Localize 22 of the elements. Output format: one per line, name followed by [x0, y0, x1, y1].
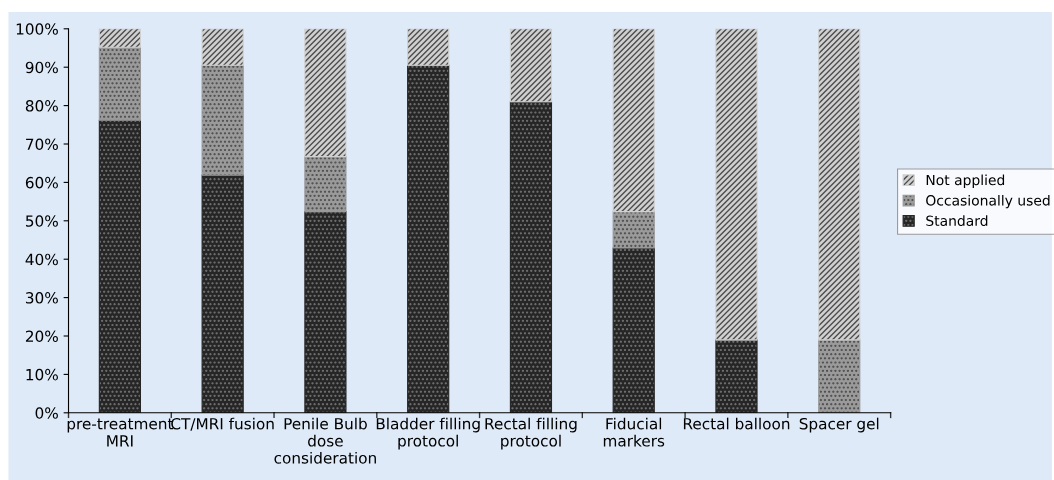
y-tick-label: 30%	[26, 292, 58, 304]
x-tick-label: Rectal balloon	[683, 417, 790, 430]
y-tick-label: 90%	[25, 61, 58, 74]
y-tick-label: 40%	[25, 253, 58, 266]
legend-label: Occasionally used	[926, 194, 1050, 209]
y-tick-label: 10%	[26, 368, 58, 381]
y-tick-label: 0%	[35, 407, 58, 419]
y-tick-label: 70%	[26, 138, 58, 151]
legend-label: Standard	[926, 215, 988, 227]
legend-label: Not applied	[926, 174, 1005, 188]
x-tick-label: CT/MRI fusion	[171, 417, 274, 431]
x-tick-label: Penile Bulb dose consideration	[274, 417, 376, 464]
y-tick-label: 20%	[25, 330, 58, 343]
y-tick-label: 60%	[25, 176, 58, 189]
x-tick-label: Spacer gel	[799, 417, 879, 433]
y-tick-label: 80%	[25, 100, 58, 112]
x-tick-label: pre-treatment MRI	[67, 418, 174, 447]
x-tick-label: Fiducial markers	[603, 417, 665, 447]
y-tick-label: 100%	[16, 23, 58, 35]
y-tick-label: 50%	[26, 215, 58, 227]
x-tick-label: Rectal filling protocol	[485, 417, 577, 450]
x-tick-label: Bladder filling protocol	[376, 417, 480, 450]
